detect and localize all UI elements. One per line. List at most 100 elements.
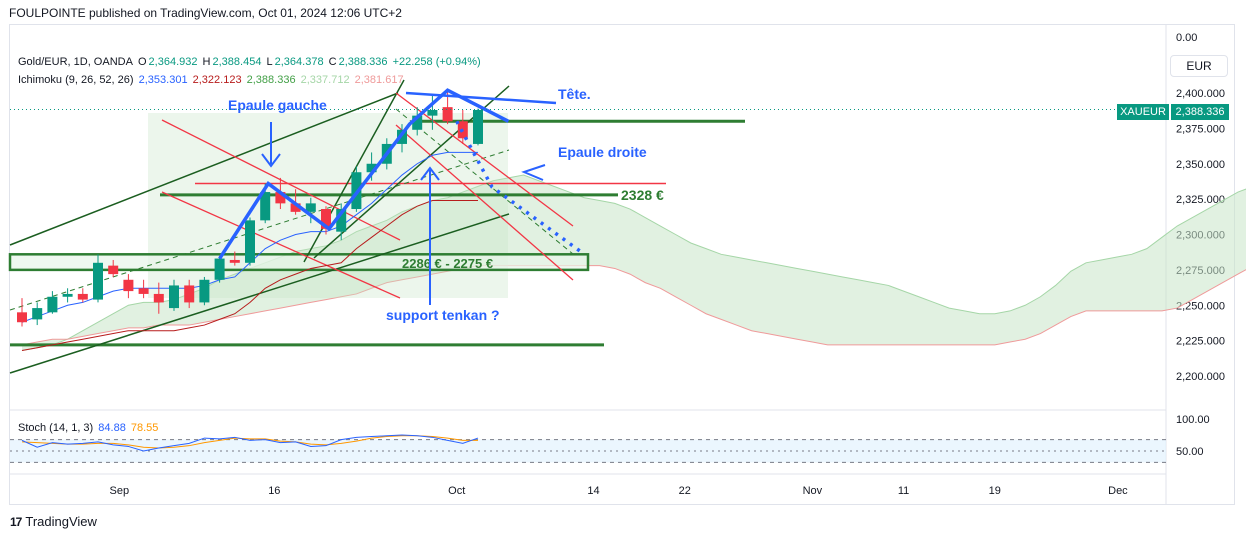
x-tick-label: Nov [803,485,823,497]
candle-body [427,109,438,116]
legend-open: 2,364.932 [148,56,198,68]
ichimoku-kijun-value: 2,322.123 [192,74,242,86]
legend-l-label: L [266,56,273,68]
candle-body [442,107,453,122]
y-tick-label: 2,400.000 [1176,88,1225,100]
annotation-head: Tête. [558,86,591,102]
legend-low: 2,364.378 [274,56,324,68]
arrow-left-shoulder-head [261,153,281,168]
candle-body [138,288,149,294]
legend-o-label: O [137,56,147,68]
legend-ohlc: Gold/EUR, 1D, OANDA O 2,364.932 H 2,388.45… [18,56,483,68]
y-tick-label: 2,350.000 [1176,159,1225,171]
candle-body [275,192,286,204]
x-tick-label: Oct [448,485,465,497]
candle-body [321,209,331,229]
stoch-d-line [21,435,478,449]
x-tick-label: 22 [679,485,691,497]
legend-h-label: H [202,56,211,68]
candle-body [245,220,255,263]
red-channel-upper [161,119,401,241]
candle-body [229,259,240,263]
ichimoku-tenkan-value: 2,353.301 [138,74,188,86]
candle-body [214,258,225,280]
candle-body [199,279,210,303]
candle-body [62,293,73,297]
stoch-tick-label: 100.00 [1176,414,1210,426]
legend-c-label: C [328,56,337,68]
tradingview-logo-icon: 17 [10,514,22,529]
channel-upper [9,92,399,246]
legend-stoch: Stoch (14, 1, 3) 84.88 78.55 [18,422,160,434]
level-2328-label: 2328 € [621,187,664,203]
kijun-line [21,200,478,352]
red-channel-lower [161,191,401,299]
channel-midline [9,149,510,311]
annotation-left-shoulder: Epaule gauche [228,97,327,113]
candle-body [47,296,58,313]
footer-brand-label: TradingView [25,514,97,529]
arrow-tenkan-head [420,166,440,181]
legend-ichimoku: Ichimoku (9, 26, 52, 26) 2,353.301 2,322… [18,74,406,86]
annotation-right-shoulder: Epaule droite [558,144,647,160]
senkou-span-b [21,265,1246,346]
x-tick-label: 16 [268,485,280,497]
x-tick-label: 14 [587,485,599,497]
candle-body [473,109,483,144]
candle-body [184,285,195,303]
stoch-d-value: 78.55 [130,422,159,434]
x-tick-label: 19 [989,485,1001,497]
legend-change: +22.258 (+0.94%) [392,56,481,68]
x-tick-label: Sep [109,485,129,497]
candle-body [153,293,164,303]
projection-dotted-path [455,120,586,256]
legend-symbol: Gold/EUR, 1D, OANDA [18,56,133,68]
publish-header: FOULPOINTE published on TradingView.com,… [9,6,402,20]
arrow-head-pointer [405,91,557,105]
stoch-k-value: 84.88 [98,422,126,434]
zone-2286-2275-label: 2286 € - 2275 € [402,256,493,271]
candle-body [366,163,377,173]
arrow-right-shoulder [521,164,546,181]
candle-body [32,308,43,320]
red-down-mid [395,108,574,255]
stoch-tick-label: 50.00 [1176,446,1204,458]
ichimoku-cloud [22,175,1246,351]
candle-body [260,192,271,221]
zone-2286-2275 [8,253,590,272]
y-tick-label: 2,200.000 [1176,371,1225,383]
ichimoku-chikou-value: 2,388.336 [246,74,296,86]
candle-body [290,203,301,212]
stoch-label: Stoch (14, 1, 3) [18,422,94,434]
candle-body [108,265,119,275]
candle-body [93,262,103,300]
stoch-k-line [21,434,479,452]
y-tick-label: 2,250.000 [1176,300,1225,312]
footer-brand[interactable]: 17 TradingView [10,514,97,529]
y-tick-label: 0.00 [1176,32,1197,44]
y-tick-label: 2,225.000 [1176,336,1225,348]
y-tick-label: 2,375.000 [1176,123,1225,135]
x-tick-label: Dec [1108,485,1128,497]
ichimoku-label: Ichimoku (9, 26, 52, 26) [18,74,134,86]
last-price-tag: 2,388.336 [1171,104,1229,120]
candle-body [305,203,316,212]
red-down-upper [395,92,574,227]
x-tick-label: 11 [898,485,909,497]
senkou-span-a [21,174,1246,352]
candle-body [169,285,179,309]
legend-close: 2,388.336 [338,56,388,68]
candle-body [123,279,134,292]
candle-body [412,115,423,130]
ichimoku-span-b-value: 2,381.617 [354,74,404,86]
symbol-price-tag: XAUEUR [1117,104,1169,120]
annotation-tenkan-support: support tenkan ? [386,307,500,323]
red-down-lower [395,124,574,281]
currency-selector[interactable]: EUR [1170,55,1228,77]
legend-high: 2,388.454 [212,56,262,68]
candle-body [77,293,88,300]
candle-body [17,312,27,323]
ichimoku-span-a-value: 2,337.712 [300,74,350,86]
candle-body [336,209,347,232]
